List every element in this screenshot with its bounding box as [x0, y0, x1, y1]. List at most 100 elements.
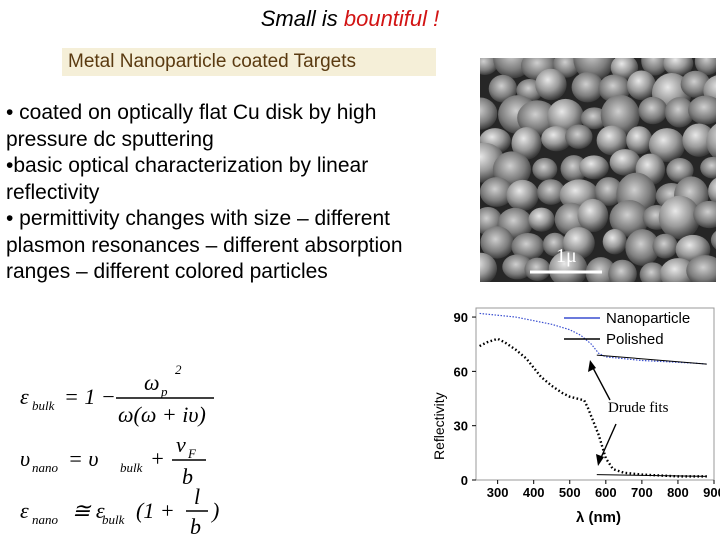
x-tick-label: 300 [487, 485, 509, 500]
afm-grain [541, 126, 572, 152]
afm-grain [680, 70, 711, 98]
eq3-lhs-subscript: nano [32, 512, 59, 527]
arrow-head-2 [596, 454, 604, 466]
slide-title: Small is bountiful ! [0, 6, 700, 32]
afm-grain [648, 128, 686, 163]
equation-upsilon-nano: υ nano = υ bulk + v F b [20, 432, 206, 489]
afm-grain [596, 125, 628, 156]
afm-grain [511, 233, 545, 261]
eq2-lhs-subscript: nano [32, 460, 59, 475]
afm-grain [608, 259, 637, 282]
afm-grain [600, 94, 640, 136]
afm-micrograph-image: 1μ [480, 58, 716, 282]
afm-grain [594, 177, 623, 206]
afm-grain [532, 157, 558, 181]
afm-grain [663, 58, 694, 77]
afm-grain [480, 177, 514, 207]
afm-grain [577, 198, 609, 232]
legend-label: Polished [606, 331, 664, 348]
afm-grain [524, 257, 551, 281]
slide-subtitle: Metal Nanoparticle coated Targets [62, 48, 436, 76]
afm-grain [610, 58, 639, 81]
drude-fit-line [596, 474, 707, 477]
afm-grain [502, 254, 533, 280]
eq2-rhs: = υ [68, 446, 98, 471]
afm-grain [626, 126, 653, 155]
afm-grain [560, 155, 588, 183]
afm-grain [548, 250, 588, 282]
afm-grain [658, 195, 701, 240]
bullet-item: • coated on optically flat Cu disk by hi… [6, 101, 377, 151]
x-tick-label: 400 [523, 485, 545, 500]
afm-grain [638, 96, 668, 125]
afm-grain [542, 232, 567, 257]
afm-grain [562, 227, 595, 259]
afm-grain [688, 95, 716, 125]
afm-grain [609, 149, 641, 176]
eq3-paren-close: ) [210, 498, 219, 523]
eq3-rhs: ≅ ε [72, 498, 105, 523]
y-tick-label: 90 [454, 310, 468, 325]
afm-grain [511, 127, 542, 160]
afm-grain [710, 230, 716, 250]
afm-grain [700, 156, 716, 179]
y-tick-label: 0 [461, 473, 468, 488]
eq3-denominator: b [190, 514, 201, 539]
afm-grain [694, 58, 716, 76]
eq3-numerator: l [194, 484, 200, 509]
eq1-numerator-sub: p [160, 384, 168, 399]
eq1-lhs-subscript: bulk [32, 398, 55, 413]
afm-grain [708, 178, 716, 205]
y-tick-label: 30 [454, 419, 468, 434]
eq2-rhs-subscript: bulk [120, 460, 143, 475]
eq2-denominator: b [182, 464, 193, 489]
eq1-lhs-symbol: ε [20, 384, 29, 409]
afm-grain [602, 229, 627, 255]
bullet-item: • permittivity changes with size – diffe… [6, 207, 403, 283]
reflectivity-chart: 0 30 60 90 300 400 500 600 700 800 900 Nanopartic… [431, 307, 720, 526]
x-tick-label: 900 [703, 485, 720, 500]
afm-grain [626, 70, 656, 101]
afm-grain [480, 252, 498, 282]
eq2-numerator: v [176, 432, 186, 457]
afm-grain [571, 72, 604, 103]
x-tick-label: 800 [667, 485, 689, 500]
y-tick-label: 60 [454, 364, 468, 379]
bullet-item: •basic optical characterization by linea… [6, 154, 369, 204]
series-line-polished [479, 337, 707, 478]
equation-epsilon-nano: ε nano ≅ ε bulk (1 + l b ) [20, 484, 219, 539]
afm-grain [660, 258, 697, 282]
afm-grain [480, 97, 498, 130]
afm-grain [517, 100, 558, 136]
afm-grain [537, 179, 566, 205]
afm-grain [535, 68, 567, 101]
afm-grain [664, 97, 695, 128]
x-tick-label: 500 [559, 485, 581, 500]
afm-grain [480, 226, 514, 259]
y-axis-label: Reflectivity [431, 392, 447, 460]
afm-grain [686, 255, 716, 282]
eq2-plus: + [150, 446, 165, 471]
eq1-numerator-sup: 2 [175, 362, 182, 377]
annotation-arrow-1 [591, 365, 611, 401]
x-tick-label: 700 [631, 485, 653, 500]
afm-grain [528, 207, 555, 232]
plot-frame [475, 307, 715, 481]
afm-grain [506, 179, 539, 211]
afm-grain [625, 229, 660, 266]
afm-grain [666, 158, 694, 183]
title-text-red: bountiful ! [343, 6, 440, 31]
eq3-paren-open: (1 + [136, 498, 175, 523]
annotation-label: Drude fits [608, 400, 669, 416]
eq2-numerator-sub: F [187, 446, 197, 461]
afm-grain [706, 123, 716, 159]
eq1-rhs: = 1 − [64, 384, 116, 409]
arrow-head-1 [588, 360, 596, 372]
title-text-black: Small is [260, 6, 344, 31]
eq2-lhs-symbol: υ [20, 446, 30, 471]
x-axis-label: λ (nm) [576, 509, 621, 526]
bullet-list: • coated on optically flat Cu disk by hi… [6, 100, 451, 286]
scale-bar-label: 1μ [556, 245, 577, 267]
afm-grain [639, 262, 666, 282]
series-line-nanoparticle [479, 312, 707, 365]
